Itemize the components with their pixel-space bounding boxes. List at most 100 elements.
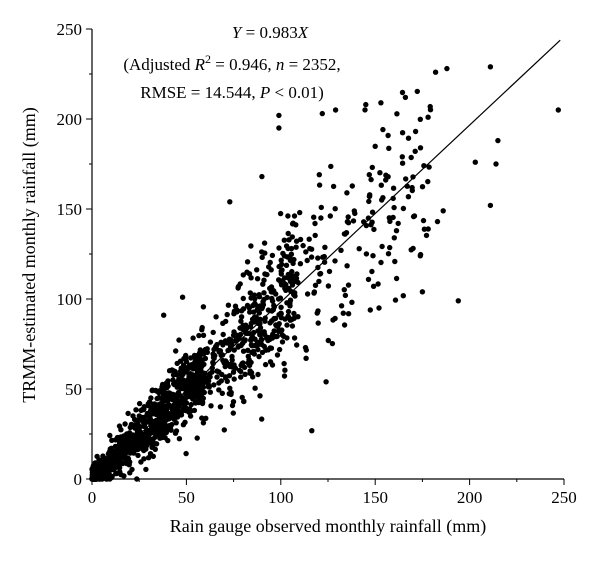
data-point — [304, 291, 311, 297]
data-point — [137, 435, 143, 442]
annotation-rmse: RMSE = 14.544, P < 0.01) — [140, 83, 324, 102]
data-point — [253, 342, 259, 348]
data-point — [165, 437, 171, 444]
data-point — [176, 337, 182, 343]
data-point — [188, 401, 194, 408]
data-point — [276, 245, 282, 251]
data-point — [96, 457, 102, 463]
data-point — [332, 206, 338, 212]
y-tick-label: 200 — [57, 110, 83, 129]
data-point — [278, 257, 284, 263]
data-point — [369, 268, 375, 275]
data-point — [285, 213, 291, 219]
annotation-r-val: = 0.946, — [211, 55, 276, 74]
data-point — [370, 253, 376, 259]
data-point — [414, 88, 420, 95]
data-point — [247, 324, 254, 330]
data-point — [376, 305, 382, 311]
data-point — [206, 373, 212, 380]
data-point — [286, 237, 292, 243]
data-point — [216, 387, 222, 393]
data-point — [368, 176, 374, 183]
data-point — [237, 325, 243, 331]
data-point — [487, 64, 494, 70]
data-point — [213, 314, 219, 320]
data-point — [495, 137, 501, 144]
data-point — [240, 272, 246, 278]
data-point — [322, 244, 328, 250]
data-point — [112, 437, 119, 443]
data-point — [182, 419, 188, 425]
data-point — [252, 336, 258, 342]
data-point — [266, 264, 272, 270]
data-point — [417, 145, 424, 151]
data-point — [229, 341, 235, 347]
data-point — [143, 466, 149, 473]
data-point — [248, 243, 254, 249]
data-point — [291, 213, 298, 219]
data-point — [105, 468, 111, 474]
data-point — [356, 246, 362, 252]
data-point — [321, 253, 327, 260]
data-point — [262, 361, 269, 368]
data-point — [259, 341, 265, 348]
data-point — [235, 285, 241, 291]
data-point — [209, 365, 215, 371]
data-point — [236, 367, 243, 374]
annotation-equation: Y = 0.983X — [232, 23, 309, 42]
data-point — [380, 126, 386, 133]
data-point — [166, 368, 173, 374]
data-point — [423, 232, 430, 239]
data-point — [207, 339, 214, 345]
data-point — [177, 409, 183, 415]
data-point — [338, 247, 344, 253]
data-point — [402, 94, 409, 101]
data-point — [291, 310, 297, 317]
data-point — [316, 172, 322, 178]
annotation-r: R — [194, 55, 206, 74]
data-point — [316, 182, 323, 188]
annotation-adjusted: (Adjusted — [123, 55, 194, 74]
data-point — [291, 335, 298, 341]
annotation-p: P — [259, 83, 270, 102]
data-point — [284, 322, 290, 328]
data-point — [244, 302, 251, 309]
data-point — [141, 406, 147, 412]
data-point — [493, 161, 499, 167]
data-point — [202, 355, 209, 362]
data-point — [399, 160, 406, 166]
data-point — [268, 345, 275, 351]
data-point — [203, 415, 209, 421]
data-point — [184, 366, 191, 372]
data-point — [278, 271, 284, 277]
data-point — [242, 371, 248, 377]
data-point — [271, 328, 277, 334]
x-tick-label: 50 — [178, 488, 195, 507]
data-point — [362, 107, 368, 113]
data-point — [143, 446, 149, 452]
data-point — [287, 297, 294, 303]
data-point — [186, 409, 192, 415]
data-point — [219, 390, 225, 396]
data-point — [238, 374, 244, 380]
data-point — [385, 132, 391, 139]
data-point — [211, 346, 217, 353]
data-point — [293, 244, 299, 250]
data-point — [400, 205, 407, 212]
data-point — [327, 213, 333, 219]
data-point — [230, 399, 237, 405]
data-point — [211, 355, 217, 361]
data-point — [344, 263, 350, 269]
annotation-rmse-val: RMSE = 14.544, — [140, 83, 260, 102]
data-point — [125, 410, 131, 417]
data-point — [311, 214, 317, 220]
data-point — [95, 466, 101, 472]
data-point — [378, 259, 384, 266]
data-point — [308, 254, 315, 260]
data-point — [258, 336, 264, 343]
annotation-x-var: X — [297, 23, 309, 42]
data-point — [201, 351, 207, 357]
data-point — [175, 377, 182, 383]
data-point — [149, 444, 155, 450]
data-point — [264, 271, 270, 278]
